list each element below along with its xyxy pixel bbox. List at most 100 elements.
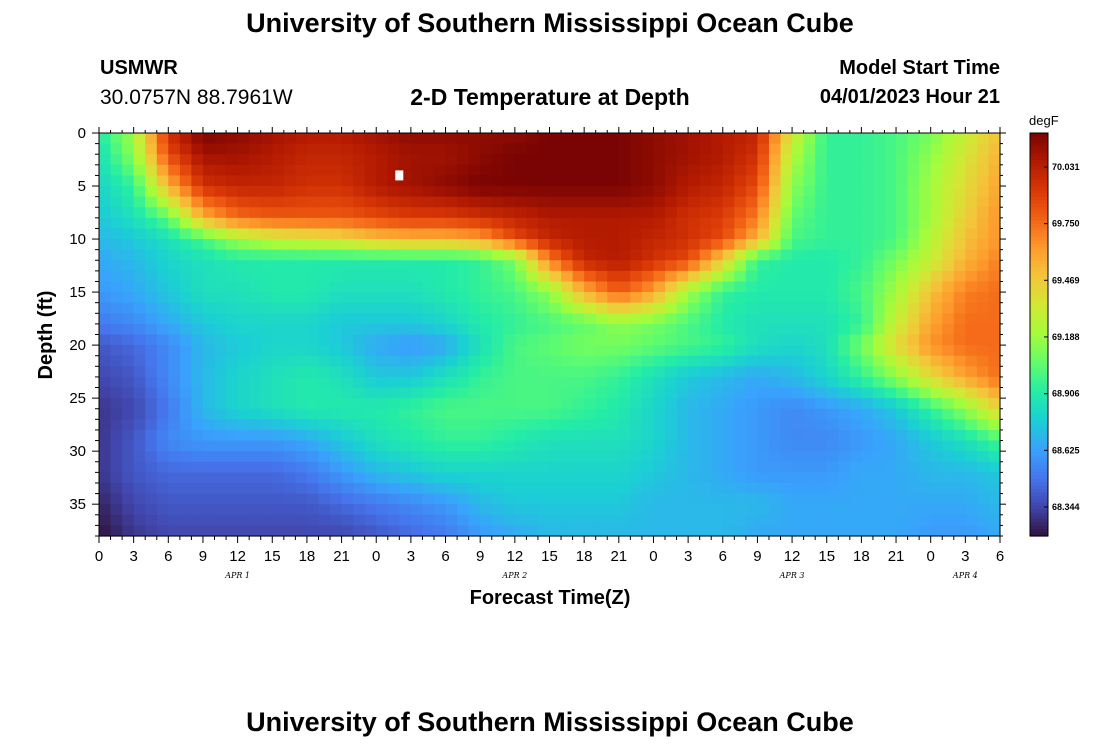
heatmap-cell [872,376,886,389]
heatmap-cell [665,419,678,431]
heatmap-cell [942,228,955,240]
heatmap-cell [607,302,620,314]
heatmap-cell [122,345,135,357]
x-tick-label: 15 [541,548,558,565]
heatmap-cell [849,175,862,187]
heatmap-cell [699,345,712,357]
heatmap-cell [745,514,759,526]
heatmap-cell [872,302,886,314]
heatmap-cell [422,164,435,177]
heatmap-cell [861,504,874,516]
heatmap-cell [826,504,839,516]
heatmap-cell [849,270,862,283]
heatmap-cell [353,143,366,155]
heatmap-cell [549,217,562,230]
heatmap-cell [919,143,932,155]
heatmap-cell [572,334,585,346]
heatmap-cell [884,345,897,357]
heatmap-cell [561,270,574,283]
heatmap-cell [815,461,828,473]
heatmap-cell [838,461,851,473]
colorbar-segment [1030,230,1048,235]
heatmap-cell [537,249,551,261]
heatmap-cell [249,334,262,346]
heatmap-cell [826,249,839,261]
heatmap-cell [976,482,990,495]
heatmap-cell [930,154,943,166]
heatmap-cell [838,408,851,420]
heatmap-cell [387,260,400,272]
heatmap-cell [953,345,966,357]
heatmap-cell [399,186,412,198]
heatmap-cell [561,133,574,145]
heatmap-cell [838,154,851,166]
heatmap-cell [133,196,146,208]
heatmap-cell [653,525,666,537]
heatmap-cell [387,323,400,336]
heatmap-cell [930,207,943,219]
heatmap-cell [202,164,216,177]
heatmap-cell [965,451,978,463]
heatmap-cell [295,270,308,283]
heatmap-cell [896,207,909,219]
heatmap-cell [387,525,400,537]
heatmap-cell [711,345,724,357]
heatmap-cell [387,270,400,283]
colorbar-segment [1030,270,1048,275]
heatmap-cell [191,345,204,357]
heatmap-cell [780,408,793,420]
heatmap-cell [214,133,227,145]
heatmap-cell [364,270,377,283]
heatmap-cell [688,292,701,304]
heatmap-cell [99,323,112,336]
heatmap-cell [399,228,412,240]
heatmap-cell [468,472,481,484]
heatmap-cell [976,366,990,378]
station-id: USMWR [100,57,178,79]
heatmap-cell [191,196,204,208]
heatmap-cell [826,429,839,442]
heatmap-cell [815,239,828,251]
heatmap-cell [283,451,296,463]
heatmap-cell [376,387,389,399]
heatmap-cell [410,217,424,230]
heatmap-cell [306,133,320,145]
heatmap-cell [572,504,585,516]
heatmap-cell [272,228,285,240]
heatmap-cell [826,313,839,325]
heatmap-cell [618,313,631,325]
heatmap-cell [179,461,193,473]
colorbar-segment [1030,525,1048,530]
heatmap-cell [480,196,493,208]
heatmap-cell [653,175,666,187]
heatmap-cell [145,281,158,293]
heatmap-cell [942,472,955,484]
heatmap-cell [260,514,273,526]
x-tick-label: 3 [961,548,969,565]
heatmap-cell [919,493,932,505]
heatmap-cell [561,143,574,155]
heatmap-cell [110,366,123,378]
heatmap-cell [665,387,678,399]
heatmap-cell [826,143,839,155]
heatmap-cell [318,514,331,526]
heatmap-cell [803,504,816,516]
heatmap-cell [953,175,966,187]
heatmap-cell [872,525,886,537]
heatmap-cell [561,366,574,378]
heatmap-cell [387,154,400,166]
heatmap-cell [965,482,978,495]
heatmap-cell [988,154,1001,166]
heatmap-cell [641,164,655,177]
heatmap-cell [491,323,504,336]
colorbar-segment [1030,220,1048,225]
heatmap-cell [122,429,135,442]
heatmap-cell [722,429,735,442]
heatmap-cell [930,482,943,495]
heatmap-cell [491,133,504,145]
heatmap-cell [630,260,643,272]
heatmap-cell [618,408,631,420]
heatmap-cell [133,461,146,473]
heatmap-cell [422,302,435,314]
heatmap-cell [133,260,146,272]
